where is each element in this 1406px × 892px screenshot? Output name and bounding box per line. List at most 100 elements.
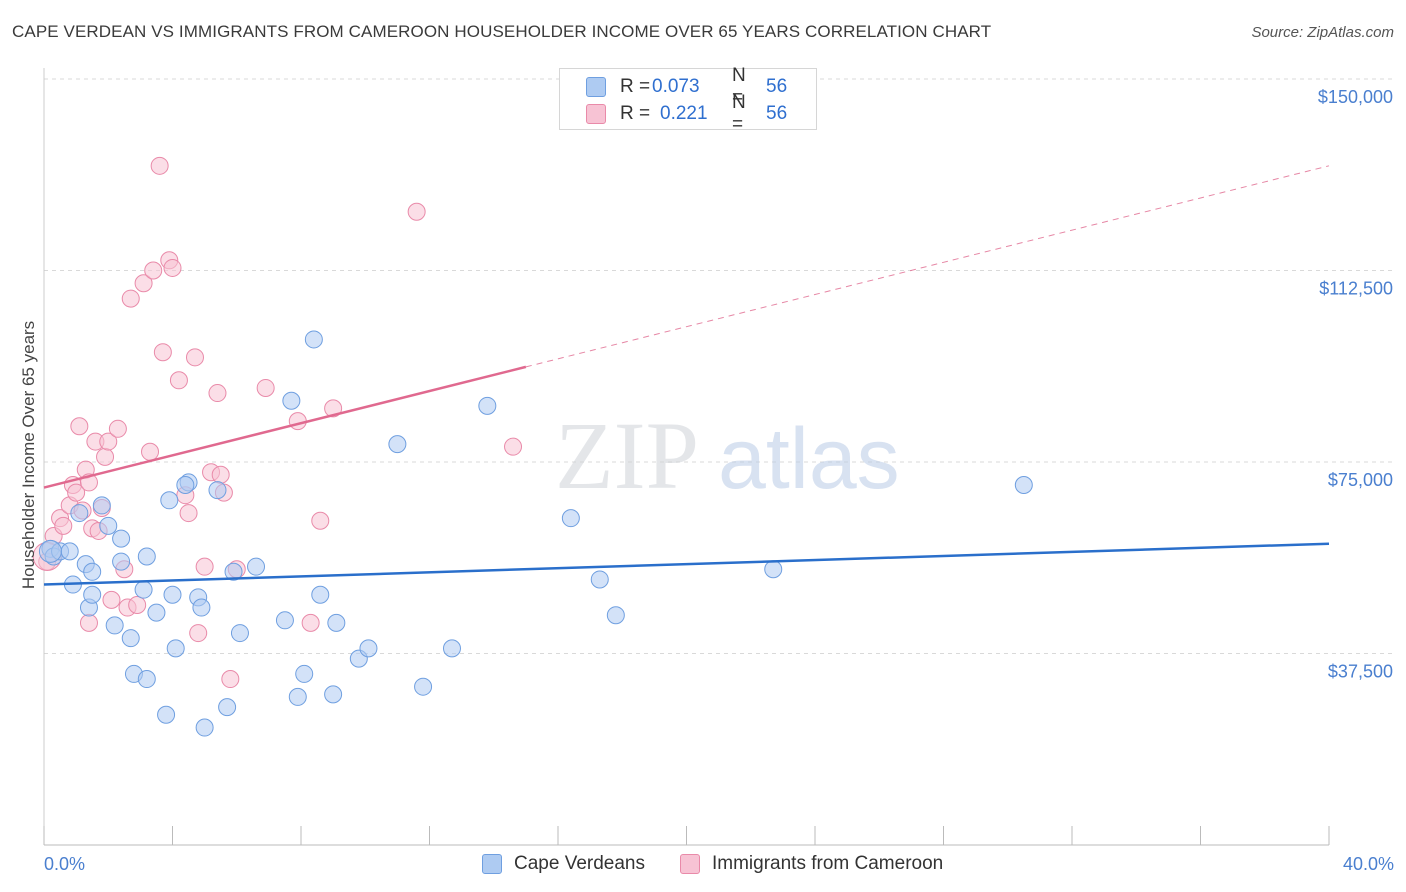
legend-r-value: 0.073 [652,76,700,97]
data-point-cameroon-45 [301,613,320,632]
data-point-cameroon-43 [256,378,275,397]
legend-n-value: 56 [766,103,788,124]
data-point-cape-verdean-35 [275,611,294,630]
watermark-atlas: atlas [718,411,900,507]
data-point-cape-verdean-51 [606,606,625,625]
data-point-cape-verdean-30 [208,481,227,500]
data-point-cape-verdean-24 [166,639,185,658]
data-point-cape-verdean-44 [359,639,378,658]
data-point-cape-verdean-11 [99,516,118,535]
legend-n-label: N = [732,92,746,135]
correlation-legend: R = 0.073 N = 56 R = 0.221 N = 56 [559,65,817,135]
series-cameroon-points [32,156,523,689]
legend-r-label: R = [620,103,651,124]
data-point-cameroon-44 [288,412,307,431]
data-point-cameroon-16 [96,447,115,466]
data-point-cameroon-36 [195,557,214,576]
data-point-cape-verdean-46 [414,677,433,696]
legend-r-label: R = [620,76,651,97]
data-point-cape-verdean-50 [590,570,609,589]
data-point-cape-verdean-31 [218,698,237,717]
axes [43,68,1330,846]
data-point-cameroon-11 [79,613,98,632]
y-tick-labels: $37,500 $75,000 $112,500 $150,000 [1318,87,1393,682]
data-point-cameroon-22 [121,289,140,308]
data-point-cameroon-25 [141,442,160,461]
series-cape-verdean-points [38,330,1033,737]
data-point-cape-verdean-14 [112,529,131,548]
data-point-cape-verdean-36 [282,391,301,410]
data-point-cameroon-27 [150,156,169,175]
chart-title: CAPE VERDEAN VS IMMIGRANTS FROM CAMEROON… [12,22,992,41]
data-point-cape-verdean-47 [442,639,461,658]
trend-line-cape-verdeans [43,542,1330,586]
data-point-cameroon-48 [407,202,426,221]
grid-lines [44,78,1392,654]
x-tick-label-max: 40.0% [1343,854,1394,874]
data-point-cameroon-26 [144,261,163,280]
data-point-cameroon-39 [211,465,230,484]
legend-n-value: 56 [766,76,788,97]
data-point-cape-verdean-13 [112,552,131,571]
trend-line-cameroon-dashed [525,165,1330,368]
legend-n-label: N = [732,65,746,108]
y-tick-label-3: $150,000 [1318,87,1393,107]
data-point-cape-verdean-41 [324,685,343,704]
data-point-cape-verdean-18 [137,547,156,566]
bottom-legend-label: Immigrants from Cameroon [712,853,944,874]
trend-lines [43,165,1330,586]
data-point-cameroon-41 [221,670,240,689]
watermark: ZIP atlas [555,402,900,509]
data-point-cape-verdean-10 [92,496,111,515]
y-axis-label: Householder Income Over 65 years [19,321,38,589]
data-point-cape-verdean-42 [327,613,346,632]
data-point-cape-verdean-33 [230,624,249,643]
data-point-cape-verdean-40 [311,585,330,604]
data-point-cape-verdean-48 [478,396,497,415]
x-tick-labels: 0.0% 40.0% [44,854,1394,874]
data-point-cameroon-49 [504,437,523,456]
data-point-cape-verdean-15 [121,629,140,648]
y-tick-label-1: $75,000 [1328,470,1393,490]
data-point-cape-verdean-17 [134,580,153,599]
legend-r-value: 0.221 [660,103,708,124]
data-point-cape-verdean-32 [224,562,243,581]
data-point-cape-verdean-52 [764,560,783,579]
data-point-cape-verdean-34 [247,557,266,576]
data-point-cape-verdean-38 [295,664,314,683]
data-point-cameroon-30 [163,258,182,277]
data-point-cape-verdean-19 [137,670,156,689]
data-point-cape-verdean-45 [388,435,407,454]
y-tick-label-0: $37,500 [1328,662,1393,682]
data-point-cape-verdean-cluster [38,539,62,563]
data-point-cape-verdean-5 [70,504,89,523]
bottom-legend-swatch-blue [482,854,502,874]
data-point-cameroon-35 [189,624,208,643]
data-point-cape-verdean-9 [83,585,102,604]
data-point-cape-verdean-37 [288,687,307,706]
watermark-zip: ZIP [555,402,699,509]
data-point-cape-verdean-3 [60,542,79,561]
data-point-cameroon-19 [108,419,127,438]
data-point-cape-verdean-29 [195,718,214,737]
data-point-cape-verdean-20 [147,603,166,622]
bottom-legend-cape-verdeans: Cape Verdeans [482,852,645,876]
data-point-cameroon-38 [208,384,227,403]
data-point-cape-verdean-12 [105,616,124,635]
data-point-cameroon-7 [70,417,89,436]
data-point-cameroon-34 [185,348,204,367]
legend-row-cameroon: R = 0.221 N = 56 [586,92,788,135]
legend-row-cape-verdeans: R = 0.073 N = 56 [586,65,788,108]
data-point-cape-verdean-21 [157,705,176,724]
data-point-cameroon-17 [99,432,118,451]
x-tick-label-min: 0.0% [44,854,85,874]
data-point-cape-verdean-8 [83,562,102,581]
data-point-cape-verdean-49 [561,509,580,528]
data-point-cape-verdean-26 [176,475,195,494]
data-point-cameroon-24 [134,274,153,293]
bottom-legend-cameroon: Immigrants from Cameroon [680,852,943,876]
legend-swatch-blue [586,77,606,97]
data-point-cameroon-23 [128,595,147,614]
bottom-legend-label: Cape Verdeans [514,853,645,874]
